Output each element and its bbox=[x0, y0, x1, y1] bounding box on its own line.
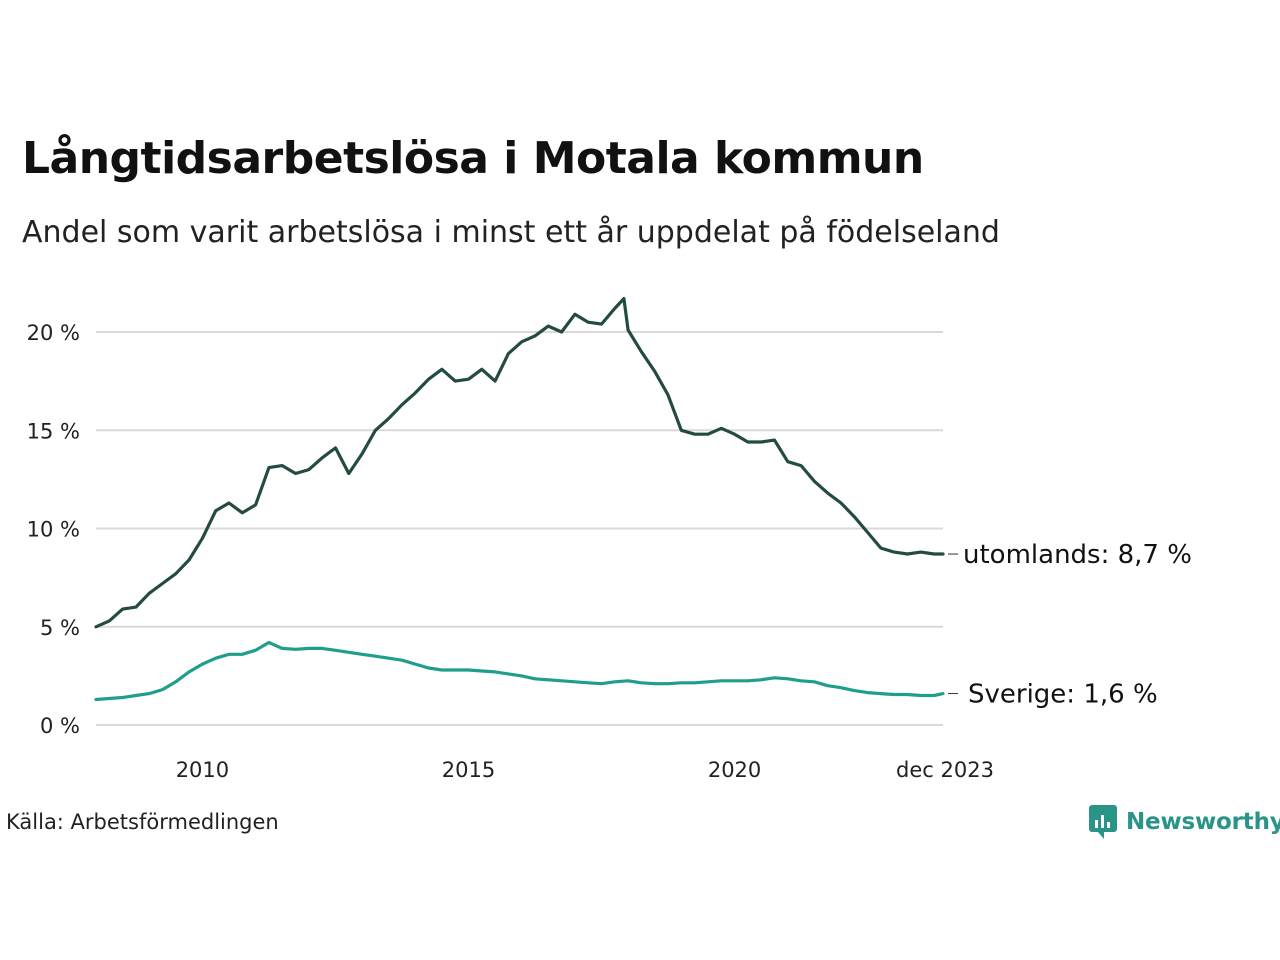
y-tick-label: 20 % bbox=[27, 321, 80, 345]
end-label-sverige: Sverige: 1,6 % bbox=[968, 680, 1158, 710]
series-lines bbox=[94, 297, 945, 702]
source-note: Källa: Arbetsförmedlingen bbox=[6, 810, 279, 834]
y-tick-label: 15 % bbox=[27, 419, 80, 443]
brand-logo: Newsworthy bbox=[1088, 804, 1280, 840]
x-tick-label: dec 2023 bbox=[896, 758, 994, 782]
y-tick-label: 10 % bbox=[27, 518, 80, 542]
x-tick-label: 2015 bbox=[442, 758, 495, 782]
x-tick-label: 2010 bbox=[176, 758, 229, 782]
chart-subtitle: Andel som varit arbetslösa i minst ett å… bbox=[22, 215, 1000, 250]
y-tick-label: 5 % bbox=[40, 616, 80, 640]
x-tick-label: 2020 bbox=[708, 758, 761, 782]
series-line-sverige bbox=[94, 640, 945, 702]
y-axis-ticks: 0 % 5 % 10 % 15 % 20 % bbox=[27, 321, 80, 738]
y-tick-label: 0 % bbox=[40, 714, 80, 738]
series-line-utomlands bbox=[94, 297, 945, 629]
grid-lines bbox=[96, 331, 943, 726]
chart-title: Långtidsarbetslösa i Motala kommun bbox=[22, 133, 924, 184]
brand-name: Newsworthy bbox=[1126, 809, 1280, 835]
end-label-utomlands: utomlands: 8,7 % bbox=[963, 540, 1192, 570]
x-axis-ticks: 2010 2015 2020 dec 2023 bbox=[176, 758, 994, 782]
newsworthy-logo-icon bbox=[1089, 805, 1117, 839]
series-end-labels: utomlands: 8,7 % Sverige: 1,6 % bbox=[948, 540, 1192, 710]
